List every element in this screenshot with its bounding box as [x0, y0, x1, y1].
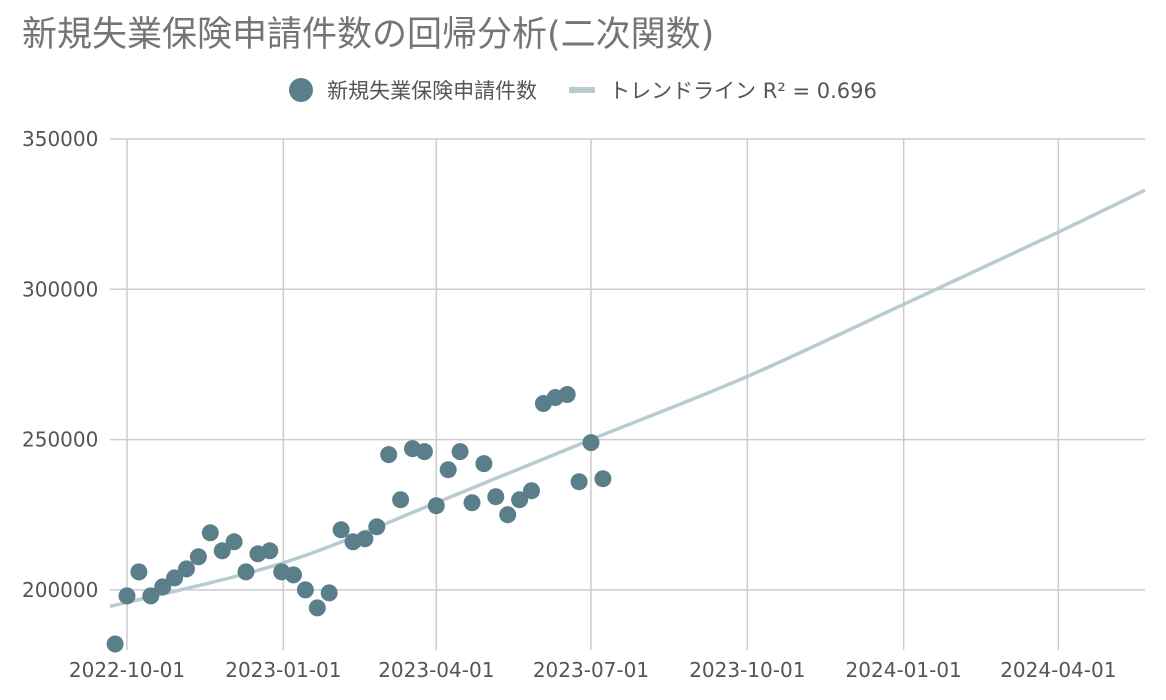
- data-point[interactable]: [558, 386, 576, 403]
- point-layer: [106, 386, 612, 653]
- y-tick-label: 300000: [22, 277, 98, 301]
- data-point[interactable]: [356, 530, 374, 548]
- x-tick-label: 2023-07-01: [533, 658, 649, 682]
- data-point[interactable]: [415, 443, 433, 461]
- data-point[interactable]: [380, 446, 398, 464]
- data-point[interactable]: [178, 560, 195, 578]
- data-point[interactable]: [523, 482, 540, 500]
- data-point[interactable]: [189, 548, 207, 566]
- legend-marker-line: [569, 87, 596, 93]
- data-point[interactable]: [451, 443, 469, 461]
- x-tick-label: 2023-01-01: [225, 658, 341, 682]
- x-tick-label: 2024-01-01: [846, 658, 962, 682]
- data-point[interactable]: [308, 599, 326, 617]
- legend-series-label: 新規失業保険申請件数: [327, 79, 538, 103]
- x-tick-label: 2023-04-01: [378, 658, 494, 682]
- trendline: [109, 188, 1146, 609]
- data-point[interactable]: [475, 455, 493, 473]
- legend: 新規失業保険申請件数 トレンドライン R² = 0.696: [0, 72, 1166, 108]
- data-point[interactable]: [106, 635, 124, 653]
- data-point[interactable]: [261, 542, 279, 560]
- data-point[interactable]: [499, 506, 517, 524]
- data-point[interactable]: [118, 587, 136, 605]
- data-point[interactable]: [154, 578, 172, 596]
- data-point[interactable]: [463, 494, 481, 512]
- trend-layer: [109, 188, 1146, 609]
- data-point[interactable]: [296, 581, 314, 599]
- data-point[interactable]: [487, 488, 505, 506]
- data-point[interactable]: [166, 569, 184, 587]
- data-point[interactable]: [201, 524, 219, 542]
- y-tick-label: 250000: [22, 428, 98, 452]
- data-point[interactable]: [142, 587, 160, 605]
- legend-item-series[interactable]: 新規失業保険申請件数: [289, 75, 537, 105]
- data-point[interactable]: [511, 491, 529, 509]
- data-point[interactable]: [439, 461, 457, 479]
- y-tick-label: 200000: [22, 578, 98, 602]
- data-point[interactable]: [130, 563, 148, 581]
- data-point[interactable]: [427, 497, 445, 515]
- data-point[interactable]: [225, 533, 243, 551]
- data-point[interactable]: [320, 584, 338, 602]
- x-tick-label: 2024-04-01: [1000, 658, 1116, 682]
- label-layer: 200000 250000 300000 350000 2022-10-01 2023-0…: [22, 127, 1116, 682]
- data-point[interactable]: [213, 542, 231, 560]
- y-tick-label: 350000: [22, 127, 98, 151]
- x-tick-label: 2022-10-01: [69, 658, 185, 682]
- legend-item-trendline[interactable]: トレンドライン R² = 0.696: [569, 75, 877, 105]
- data-point[interactable]: [368, 518, 386, 536]
- data-point[interactable]: [582, 434, 600, 452]
- chart-title: 新規失業保険申請件数の回帰分析(二次関数): [22, 15, 715, 55]
- data-point[interactable]: [237, 563, 255, 581]
- legend-marker-dot: [289, 78, 314, 102]
- data-point[interactable]: [332, 521, 350, 539]
- data-point[interactable]: [570, 473, 588, 491]
- x-tick-label: 2023-10-01: [689, 658, 805, 682]
- legend-trend-label: トレンドライン R² = 0.696: [609, 79, 877, 103]
- data-point[interactable]: [285, 566, 302, 584]
- data-point[interactable]: [392, 491, 410, 509]
- data-point[interactable]: [594, 470, 612, 488]
- grid-layer: [110, 138, 1145, 650]
